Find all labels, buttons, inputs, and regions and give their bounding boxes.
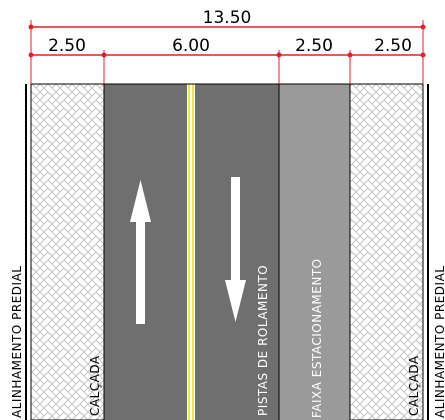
label-property-line-right: ALINHAMENTO PREDIAL <box>433 266 445 418</box>
label-parking: FAIXA ESTACIONAMENTO <box>310 258 324 418</box>
dimension-segments: 2.50 6.00 2.50 2.50 <box>29 36 426 84</box>
label-sidewalk-right: CALÇADA <box>407 355 421 416</box>
dimension-total-label: 13.50 <box>203 8 252 28</box>
dimension-segment-2: 6.00 <box>172 36 210 56</box>
dimension-segment-3: 2.50 <box>295 36 333 56</box>
dimension-segment-4: 2.50 <box>374 36 412 56</box>
centerline <box>187 84 195 420</box>
label-property-line-left: ALINHAMENTO PREDIAL <box>10 266 24 418</box>
label-sidewalk-left: CALÇADA <box>88 355 102 416</box>
dimension-segment-1: 2.50 <box>48 36 86 56</box>
label-lanes: PISTAS DE ROLAMENTO <box>256 265 270 416</box>
dimension-total: 13.50 <box>29 8 426 84</box>
